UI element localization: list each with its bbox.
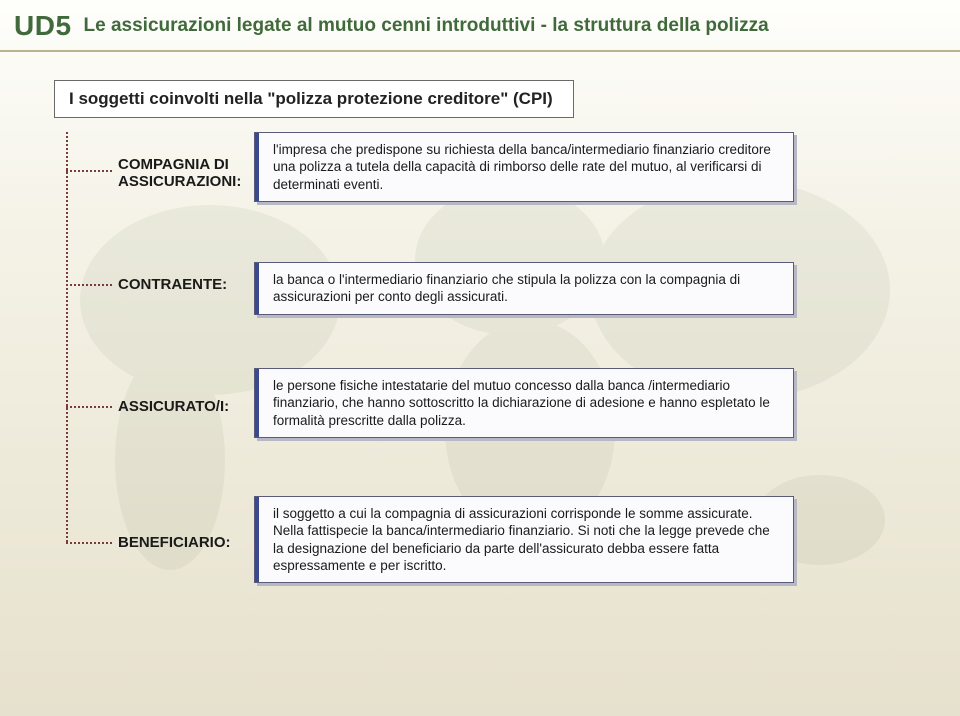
description-text: il soggetto a cui la compagnia di assicu… <box>267 505 781 574</box>
tree-row: CONTRAENTE: la banca o l'intermediario fi… <box>54 262 920 328</box>
description-box: le persone fisiche intestatarie del mutu… <box>254 368 794 438</box>
subject-label: COMPAGNIA DI ASSICURAZIONI: <box>54 132 254 190</box>
section-title-box: I soggetti coinvolti nella "polizza prot… <box>54 80 574 118</box>
tree-row: BENEFICIARIO:il soggetto a cui la compag… <box>54 496 920 608</box>
tree-connector <box>66 284 112 286</box>
tree-connector <box>66 170 112 172</box>
tree-connector <box>66 406 112 408</box>
description-box: l'impresa che predispone su richiesta de… <box>254 132 794 202</box>
description-box: la banca o l'intermediario finanziario c… <box>254 262 794 315</box>
description-text: la banca o l'intermediario finanziario c… <box>267 271 781 306</box>
description-box: il soggetto a cui la compagnia di assicu… <box>254 496 794 583</box>
slide-header: UD5 Le assicurazioni legate al mutuo cen… <box>0 0 960 52</box>
description-text: l'impresa che predispone su richiesta de… <box>267 141 781 193</box>
section-title: I soggetti coinvolti nella "polizza prot… <box>69 89 553 108</box>
tree-connector <box>66 542 112 544</box>
unit-code: UD5 <box>14 10 72 42</box>
slide-title: Le assicurazioni legate al mutuo cenni i… <box>84 15 769 37</box>
subjects-tree: COMPAGNIA DI ASSICURAZIONI:l'impresa che… <box>54 132 920 608</box>
tree-row: COMPAGNIA DI ASSICURAZIONI:l'impresa che… <box>54 132 920 230</box>
subject-label: CONTRAENTE: <box>54 262 254 293</box>
description-text: le persone fisiche intestatarie del mutu… <box>267 377 781 429</box>
tree-row: ASSICURATO/I:le persone fisiche intestat… <box>54 368 920 464</box>
slide-content: I soggetti coinvolti nella "polizza prot… <box>0 52 960 628</box>
